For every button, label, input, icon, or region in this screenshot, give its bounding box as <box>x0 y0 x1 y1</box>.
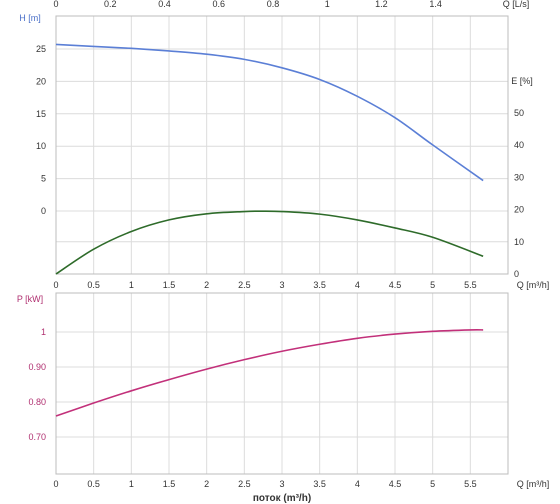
top-chart: 0 0.2 0.4 0.6 0.8 1 1.2 1.4 Q [L/s]H [m]25201510… <box>19 0 549 290</box>
x-axis-tick-label: 0.5 <box>87 479 100 489</box>
top-axis-tick-label: 1.2 <box>375 0 388 9</box>
y-axis-tick-label: 0.80 <box>28 397 46 407</box>
power-curve <box>55 328 484 417</box>
x-axis-tick-label: 2.5 <box>238 479 251 489</box>
x-axis-tick-label: 4.5 <box>389 280 402 290</box>
top-plot-frame <box>55 15 509 275</box>
x-axis-tick-label: 5.5 <box>464 479 477 489</box>
right-axis-label: E [%] <box>511 76 533 86</box>
y-axis-tick-label: 0.70 <box>28 432 46 442</box>
left-axis-tick-label: 15 <box>36 109 46 119</box>
head-curve <box>55 43 484 182</box>
top-axis-tick-label: 1.4 <box>429 0 442 9</box>
x-axis-tick-label: 1.5 <box>163 280 176 290</box>
right-axis-tick-label: 0 <box>514 269 519 279</box>
y-axis-tick-label: 1 <box>41 327 46 337</box>
x-axis-caption: поток (m³/h) <box>253 493 311 504</box>
bottom-chart: P [kW] 1 0.90 0.80 0.70 0 0.5 1 1.5 2 2.5 3 3.5 4 4.5 5… <box>17 292 550 489</box>
x-axis-tick-label: 3.5 <box>313 280 326 290</box>
bottom-plot-frame <box>55 292 509 475</box>
x-axis-tick-label: 4.5 <box>389 479 402 489</box>
left-axis-tick-label: 10 <box>36 141 46 151</box>
left-axis-tick-label: 25 <box>36 44 46 54</box>
top-axis-tick-label: 0.4 <box>158 0 171 9</box>
left-axis-label: H [m] <box>19 13 41 23</box>
left-axis-tick-label: 5 <box>41 174 46 184</box>
x-axis-tick-label: 3 <box>279 479 284 489</box>
x-axis-tick-label: 3 <box>279 280 284 290</box>
top-axis-label: Q [L/s] <box>503 0 530 9</box>
x-axis-label: Q [m³/h] <box>517 479 550 489</box>
x-axis-tick-label: 2 <box>204 479 209 489</box>
right-axis-tick-label: 50 <box>514 108 524 118</box>
x-axis-tick-label: 5.5 <box>464 280 477 290</box>
x-axis-tick-label: 0 <box>53 479 58 489</box>
right-axis-tick-label: 10 <box>514 237 524 247</box>
top-axis-tick-label: 1 <box>325 0 330 9</box>
x-axis-tick-label: 0 <box>53 280 58 290</box>
x-axis-tick-label: 4 <box>355 479 360 489</box>
x-axis-tick-label: 1.5 <box>163 479 176 489</box>
x-axis-tick-label: 1 <box>129 280 134 290</box>
x-axis-tick-label: 4 <box>355 280 360 290</box>
right-axis-tick-label: 40 <box>514 140 524 150</box>
top-axis-tick-label: 0.6 <box>212 0 225 9</box>
efficiency-curve <box>55 210 484 275</box>
y-axis-label: P [kW] <box>17 294 43 304</box>
x-axis-tick-label: 3.5 <box>313 479 326 489</box>
x-axis-tick-label: 0.5 <box>87 280 100 290</box>
x-axis-tick-label: 2 <box>204 280 209 290</box>
x-axis-tick-label: 5 <box>430 280 435 290</box>
x-axis-label: Q [m³/h] <box>517 280 550 290</box>
left-axis-tick-label: 0 <box>41 206 46 216</box>
x-axis-tick-label: 1 <box>129 479 134 489</box>
x-axis-tick-label: 2.5 <box>238 280 251 290</box>
top-axis-tick-label: 0.2 <box>104 0 117 9</box>
left-axis-tick-label: 20 <box>36 76 46 86</box>
y-axis-tick-label: 0.90 <box>28 362 46 372</box>
top-axis-tick-label: 0 <box>53 0 58 9</box>
right-axis-tick-label: 20 <box>514 205 524 215</box>
right-axis-tick-label: 30 <box>514 172 524 182</box>
top-axis-tick-label: 0.8 <box>267 0 280 9</box>
x-axis-tick-label: 5 <box>430 479 435 489</box>
